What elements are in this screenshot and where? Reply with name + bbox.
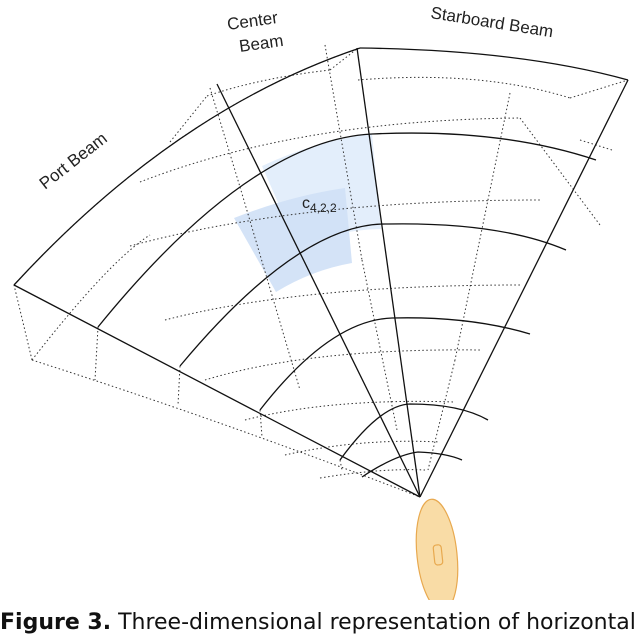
cell-label-subscript: 4,2,2 <box>310 201 337 215</box>
sonar-beam-diagram: Port Beam Center Beam Starboard Beam c4,… <box>13 3 629 600</box>
center-beam-label-line1: Center <box>226 8 280 34</box>
center-beam-label-line2: Beam <box>238 31 285 56</box>
dotted-grid <box>13 44 629 498</box>
figure-caption: Figure 3. Three-dimensional representati… <box>0 606 640 640</box>
caption-label: Figure 3. <box>0 610 112 635</box>
starboard-beam-label: Starboard Beam <box>429 3 554 41</box>
port-beam-label: Port Beam <box>36 129 111 193</box>
beam-lines <box>13 47 629 498</box>
outer-arc <box>13 47 361 286</box>
outer-arc-right <box>359 47 629 81</box>
cell-label: c4,2,2 <box>302 195 337 215</box>
caption-text: Three-dimensional representation of hori… <box>118 610 640 635</box>
vessel-icon <box>415 498 459 600</box>
cell-label-base: c <box>302 195 310 212</box>
